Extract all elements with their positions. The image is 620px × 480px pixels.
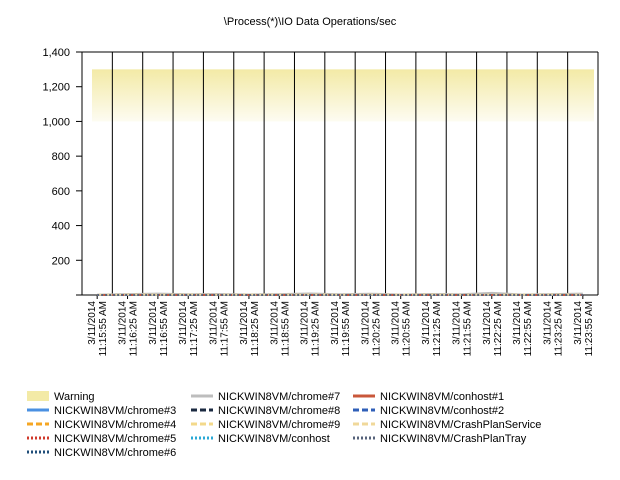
legend-label: NICKWIN8VM/chrome#3 — [54, 405, 176, 417]
x-tick-label: 3/11/2014 11:16:55 AM — [148, 301, 170, 357]
x-tick-label: 3/11/2014 11:22:25 AM — [482, 301, 504, 357]
legend-label: NICKWIN8VM/CrashPlanService — [380, 419, 541, 431]
x-tick-label-date: 3/11/2014 — [239, 301, 250, 345]
x-tick-label: 3/11/2014 11:19:25 AM — [300, 301, 322, 357]
x-tick-label-time: 11:21:55 AM — [462, 301, 473, 356]
legend-label: NICKWIN8VM/chrome#7 — [218, 391, 340, 403]
x-tick-label-date: 3/11/2014 — [269, 301, 280, 345]
x-tick-label: 3/11/2014 11:23:55 AM — [573, 301, 595, 357]
x-tick-label: 3/11/2014 11:19:55 AM — [330, 301, 352, 357]
y-tick-label: 600 — [52, 186, 70, 198]
x-tick-label-time: 11:17:25 AM — [189, 301, 200, 356]
x-tick-label-time: 11:20:25 AM — [371, 301, 382, 356]
warning-band — [92, 69, 594, 122]
legend-label: NICKWIN8VM/chrome#4 — [54, 419, 176, 431]
y-tick-label: 1,400 — [42, 47, 70, 59]
x-tick-label-date: 3/11/2014 — [209, 301, 220, 345]
x-tick-label-time: 11:22:55 AM — [523, 301, 534, 356]
y-tick-label: 200 — [52, 255, 70, 267]
legend-label: NICKWIN8VM/conhost#2 — [380, 405, 504, 417]
x-tick-label-date: 3/11/2014 — [512, 301, 523, 345]
x-tick-label-date: 3/11/2014 — [542, 301, 553, 345]
x-tick-label: 3/11/2014 11:17:25 AM — [178, 301, 200, 357]
legend: Warning NICKWIN8VM/chrome#3 NICKWIN8VM/chr… — [27, 391, 541, 459]
legend-label: NICKWIN8VM/chrome#5 — [54, 433, 176, 445]
x-tick-label: 3/11/2014 11:18:25 AM — [239, 301, 261, 357]
legend-label: NICKWIN8VM/conhost — [218, 433, 330, 445]
x-tick-label-time: 11:16:55 AM — [159, 301, 170, 356]
x-tick-label-date: 3/11/2014 — [300, 301, 311, 345]
x-tick-label: 3/11/2014 11:22:55 AM — [512, 301, 534, 357]
x-tick-label-date: 3/11/2014 — [330, 301, 341, 345]
x-tick-label: 3/11/2014 11:21:55 AM — [451, 301, 473, 357]
x-tick-label-date: 3/11/2014 — [360, 301, 371, 345]
x-tick-label-date: 3/11/2014 — [573, 301, 584, 345]
y-tick-label: 400 — [52, 221, 70, 233]
x-tick-label-time: 11:20:55 AM — [402, 301, 413, 356]
x-tick-label-time: 11:15:55 AM — [98, 301, 109, 356]
x-tick-label-date: 3/11/2014 — [421, 301, 432, 345]
y-tick-label: 1,000 — [42, 116, 70, 128]
x-tick-label: 3/11/2014 11:23:25 AM — [542, 301, 564, 357]
legend-label: Warning — [54, 391, 95, 403]
x-tick-label: 3/11/2014 11:20:55 AM — [391, 301, 413, 357]
x-tick-label-time: 11:23:55 AM — [584, 301, 595, 356]
x-tick-label: 3/11/2014 11:20:25 AM — [360, 301, 382, 357]
x-tick-label-time: 11:19:25 AM — [311, 301, 322, 356]
x-tick-label-date: 3/11/2014 — [178, 301, 189, 345]
x-tick-label-time: 11:23:25 AM — [553, 301, 564, 356]
x-tick-label: 3/11/2014 11:17:55 AM — [209, 301, 231, 357]
x-tick-label-date: 3/11/2014 — [482, 301, 493, 345]
x-tick-label-date: 3/11/2014 — [118, 301, 129, 345]
x-tick-label: 3/11/2014 11:16:25 AM — [118, 301, 140, 357]
x-tick-label-time: 11:21:25 AM — [432, 301, 443, 356]
legend-label: NICKWIN8VM/conhost#1 — [380, 391, 504, 403]
y-tick-label: 1,200 — [42, 82, 70, 94]
y-tick-label: 800 — [52, 151, 70, 163]
legend-label: NICKWIN8VM/chrome#6 — [54, 447, 176, 459]
x-tick-label: 3/11/2014 11:15:55 AM — [87, 301, 109, 357]
legend-label: NICKWIN8VM/CrashPlanTray — [380, 433, 527, 445]
legend-label: NICKWIN8VM/chrome#9 — [218, 419, 340, 431]
x-tick-label-date: 3/11/2014 — [451, 301, 462, 345]
legend-label: NICKWIN8VM/chrome#8 — [218, 405, 340, 417]
x-tick-label-date: 3/11/2014 — [148, 301, 159, 345]
x-tick-label: 3/11/2014 11:21:25 AM — [421, 301, 443, 357]
x-tick-label-date: 3/11/2014 — [391, 301, 402, 345]
legend-swatch-warning — [27, 391, 49, 401]
chart-title: \Process(*)\IO Data Operations/sec — [224, 16, 397, 28]
x-tick-label-time: 11:18:55 AM — [280, 301, 291, 356]
x-tick-label-time: 11:18:25 AM — [250, 301, 261, 356]
x-tick-label-time: 11:16:25 AM — [129, 301, 140, 356]
x-tick-label-time: 11:22:25 AM — [493, 301, 504, 356]
x-tick-label-date: 3/11/2014 — [87, 301, 98, 345]
x-tick-label: 3/11/2014 11:18:55 AM — [269, 301, 291, 357]
x-tick-label-time: 11:19:55 AM — [341, 301, 352, 356]
x-tick-label-time: 11:17:55 AM — [220, 301, 231, 356]
